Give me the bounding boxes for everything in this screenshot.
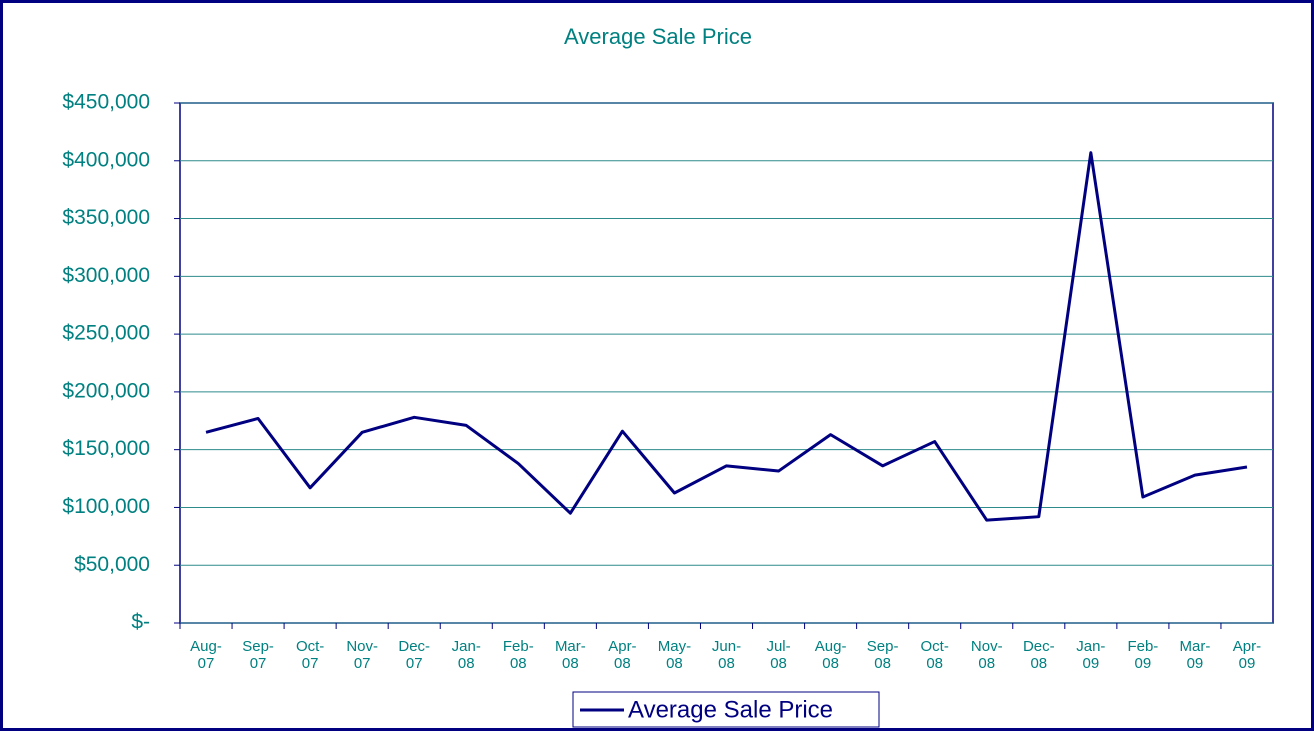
x-tick-label: Apr-08 [608,638,636,672]
x-tick-label: Apr-09 [1233,638,1261,672]
x-tick-label-line: 09 [1239,655,1256,672]
x-tick-label-line: 08 [1030,655,1047,672]
x-tick-label-line: 09 [1187,655,1204,672]
x-tick-label-line: Nov- [971,638,1003,655]
x-tick-label-line: Jan- [452,638,481,655]
x-tick-label-line: 08 [614,655,631,672]
x-tick-label-line: 07 [198,655,215,672]
x-tick-label-line: 07 [302,655,319,672]
x-tick-label-line: Mar- [1180,638,1211,655]
y-tick-label: $50,000 [74,553,150,576]
x-tick-label-line: 07 [354,655,371,672]
x-tick-label-line: 08 [926,655,943,672]
x-tick-label: May-08 [658,638,691,672]
x-tick-label-line: Jul- [766,638,790,655]
x-tick-label: Jul-08 [766,638,790,672]
y-tick-label: $- [131,611,150,634]
y-tick-label: $400,000 [62,148,150,171]
x-tick-label-line: 08 [666,655,683,672]
x-tick-label-line: Aug- [815,638,847,655]
x-tick-label-line: Sep- [867,638,899,655]
x-tick-label-line: May- [658,638,691,655]
x-tick-label: Dec-07 [398,638,430,672]
x-tick-label-line: 08 [458,655,475,672]
x-tick-label-line: 08 [562,655,579,672]
x-tick-label-line: Jun- [712,638,741,655]
x-tick-label: Jan-08 [452,638,481,672]
x-tick-label-line: 07 [406,655,423,672]
x-tick-label-line: Oct- [921,638,949,655]
x-tick-label-line: Apr- [608,638,636,655]
x-tick-label-line: Aug- [190,638,222,655]
x-tick-label-line: Jan- [1076,638,1105,655]
x-tick-label-line: Dec- [398,638,430,655]
x-tick-label-line: 08 [874,655,891,672]
x-tick-label: Nov-08 [971,638,1003,672]
chart-title: Average Sale Price [564,24,752,49]
x-tick-label-line: 08 [510,655,527,672]
legend-label: Average Sale Price [628,696,833,723]
x-tick-label-line: Mar- [555,638,586,655]
x-tick-label: Feb-09 [1127,638,1158,672]
y-tick-label: $300,000 [62,264,150,287]
x-tick-label-line: 07 [250,655,267,672]
x-tick-label: Mar-09 [1180,638,1211,672]
x-tick-label-line: 08 [822,655,839,672]
x-tick-label-line: 08 [718,655,735,672]
x-tick-label: Dec-08 [1023,638,1055,672]
y-tick-label: $150,000 [62,437,150,460]
x-tick-label: Aug-07 [190,638,222,672]
x-tick-label-line: Apr- [1233,638,1261,655]
data-line [205,151,1248,522]
x-tick-label: Aug-08 [815,638,847,672]
x-tick-label-line: Nov- [346,638,378,655]
x-tick-label: Nov-07 [346,638,378,672]
x-tick-label: Jun-08 [712,638,741,672]
x-tick-label-line: Sep- [242,638,274,655]
x-tick-label: Jan-09 [1076,638,1105,672]
x-tick-label: Mar-08 [555,638,586,672]
x-tick-label-line: 08 [978,655,995,672]
x-tick-label-line: Feb- [503,638,534,655]
x-tick-label: Feb-08 [503,638,534,672]
x-tick-label-line: 09 [1082,655,1099,672]
x-tick-label-line: 08 [770,655,787,672]
x-tick-label: Sep-07 [242,638,274,672]
x-tick-label-line: Feb- [1127,638,1158,655]
y-tick-label: $200,000 [62,379,150,402]
x-tick-label-line: Oct- [296,638,324,655]
y-tick-label: $100,000 [62,495,150,518]
x-tick-label: Oct-08 [921,638,949,672]
x-tick-label-line: Dec- [1023,638,1055,655]
y-tick-label: $450,000 [62,91,150,114]
x-tick-label: Oct-07 [296,638,324,672]
y-tick-label: $250,000 [62,322,150,345]
y-tick-label: $350,000 [62,206,150,229]
x-tick-label: Sep-08 [867,638,899,672]
x-tick-label-line: 09 [1135,655,1152,672]
